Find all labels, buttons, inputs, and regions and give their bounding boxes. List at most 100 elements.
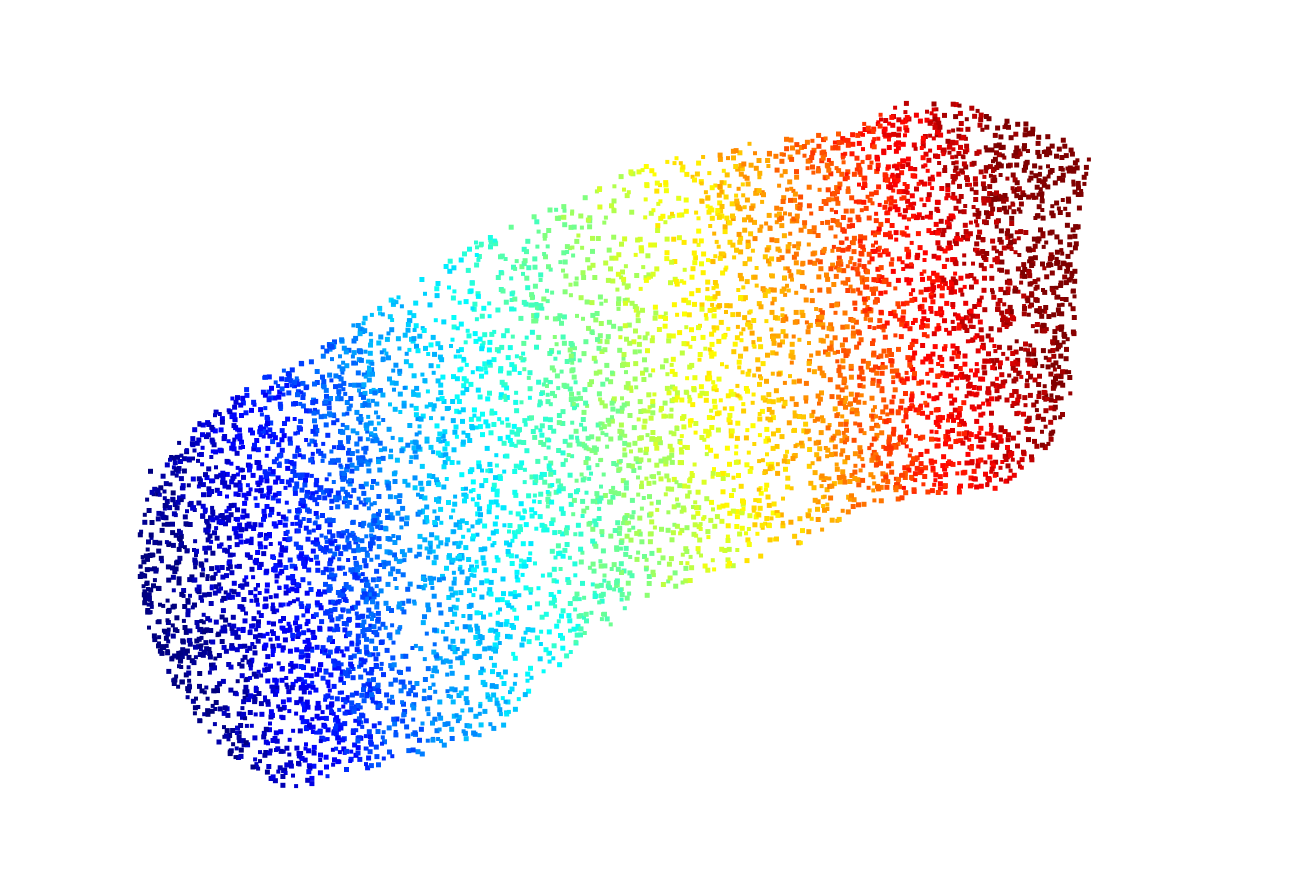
- cloud-point: [231, 502, 237, 508]
- cloud-point: [684, 325, 689, 330]
- cloud-point: [441, 319, 447, 325]
- cloud-point: [1022, 193, 1027, 198]
- cloud-point: [432, 351, 437, 357]
- cloud-point: [903, 125, 909, 131]
- cloud-point: [793, 401, 799, 407]
- cloud-point: [310, 491, 316, 497]
- cloud-point: [261, 730, 267, 736]
- cloud-point: [442, 721, 448, 727]
- cloud-point: [942, 281, 948, 287]
- cloud-point: [217, 582, 222, 587]
- cloud-point: [523, 630, 528, 635]
- cloud-point: [996, 152, 1002, 158]
- cloud-point: [308, 587, 314, 592]
- cloud-point: [1056, 206, 1061, 211]
- cloud-point: [849, 195, 855, 201]
- cloud-point: [242, 695, 247, 700]
- cloud-point: [413, 323, 419, 329]
- cloud-point: [1057, 265, 1063, 271]
- cloud-point: [643, 197, 648, 202]
- cloud-point: [445, 672, 450, 677]
- cloud-point: [204, 434, 209, 440]
- cloud-point: [312, 439, 317, 444]
- cloud-point: [476, 653, 482, 659]
- cloud-point: [935, 443, 941, 449]
- cloud-point: [314, 428, 320, 433]
- cloud-point: [1054, 256, 1059, 261]
- cloud-point: [1018, 201, 1024, 207]
- cloud-point: [875, 229, 881, 235]
- cloud-point: [160, 473, 166, 479]
- cloud-point: [296, 751, 302, 756]
- cloud-point: [638, 457, 644, 463]
- cloud-point: [475, 245, 479, 250]
- cloud-point: [229, 570, 235, 576]
- cloud-point: [258, 561, 264, 567]
- cloud-point: [892, 313, 898, 319]
- cloud-point: [580, 498, 586, 504]
- cloud-point: [582, 387, 588, 393]
- cloud-point: [294, 784, 299, 789]
- cloud-point: [889, 469, 895, 475]
- cloud-point: [378, 588, 384, 594]
- cloud-point: [732, 255, 737, 260]
- cloud-point: [146, 602, 151, 607]
- cloud-point: [886, 196, 892, 202]
- cloud-point: [531, 214, 537, 220]
- cloud-point: [681, 239, 687, 245]
- cloud-point: [669, 486, 675, 492]
- cloud-point: [997, 362, 1002, 367]
- cloud-point: [301, 392, 306, 397]
- cloud-point: [147, 625, 151, 630]
- cloud-point: [832, 406, 838, 412]
- cloud-point: [645, 253, 651, 259]
- cloud-point: [610, 406, 616, 412]
- cloud-point: [730, 148, 736, 154]
- cloud-point: [941, 371, 946, 376]
- cloud-point: [212, 428, 218, 434]
- cloud-point: [787, 242, 792, 246]
- cloud-point: [759, 224, 764, 229]
- cloud-point: [342, 544, 348, 550]
- cloud-point: [315, 567, 321, 573]
- cloud-point: [969, 368, 973, 373]
- cloud-point: [522, 418, 528, 424]
- cloud-point: [1010, 172, 1016, 178]
- cloud-point: [676, 212, 682, 218]
- cloud-point: [1067, 165, 1073, 171]
- cloud-point: [279, 428, 285, 434]
- cloud-point: [254, 502, 260, 508]
- cloud-point: [311, 410, 317, 416]
- cloud-point: [557, 530, 562, 534]
- cloud-point: [737, 365, 742, 370]
- cloud-point: [457, 524, 463, 530]
- cloud-point: [292, 380, 297, 385]
- cloud-point: [402, 478, 408, 484]
- cloud-point: [426, 481, 432, 486]
- cloud-point: [438, 715, 444, 721]
- cloud-point: [943, 472, 949, 478]
- cloud-point: [487, 390, 492, 396]
- cloud-point: [963, 374, 968, 380]
- cloud-point: [699, 302, 705, 308]
- cloud-point: [575, 522, 581, 528]
- cloud-point: [690, 402, 696, 408]
- cloud-point: [761, 287, 767, 293]
- cloud-point: [620, 269, 625, 275]
- cloud-point: [941, 264, 947, 269]
- cloud-point: [627, 591, 632, 596]
- cloud-point: [344, 503, 350, 509]
- cloud-point: [457, 519, 462, 525]
- cloud-point: [623, 264, 628, 269]
- cloud-point: [305, 658, 311, 664]
- cloud-point: [494, 700, 500, 706]
- cloud-point: [842, 377, 848, 383]
- cloud-point: [875, 167, 880, 172]
- cloud-point: [989, 192, 994, 197]
- cloud-point: [145, 547, 150, 552]
- cloud-point: [679, 397, 685, 403]
- cloud-point: [327, 584, 333, 590]
- cloud-point: [470, 524, 475, 529]
- cloud-point: [724, 310, 728, 314]
- cloud-point: [326, 653, 331, 659]
